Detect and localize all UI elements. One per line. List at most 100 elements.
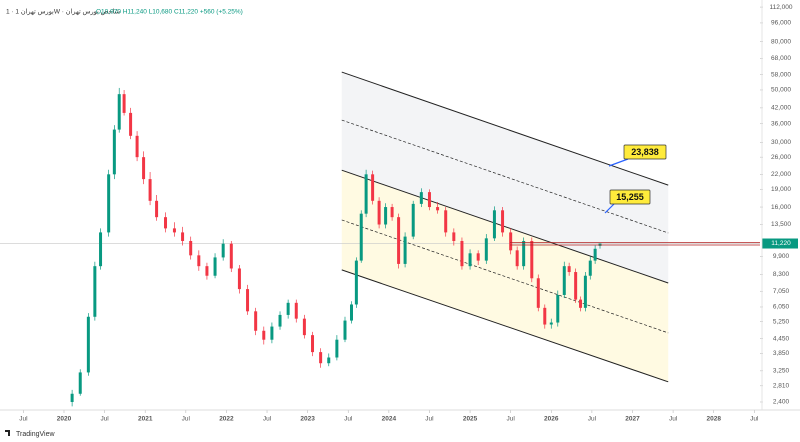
candle-body [311, 335, 315, 353]
candle-body [403, 236, 407, 264]
x-tick-label: 2026 [544, 416, 559, 423]
candle-body [197, 255, 201, 267]
candle-body [536, 278, 540, 308]
x-tick-label: 2020 [57, 416, 72, 423]
y-tick-label: 2,810 [773, 383, 790, 390]
candle-body [530, 240, 534, 279]
y-tick-label: 68,000 [771, 55, 791, 62]
candle-body [397, 217, 401, 264]
y-tick-label: 3,250 [773, 368, 790, 375]
channel-line [341, 169, 669, 284]
candle-body [70, 393, 74, 402]
ohlc-legend: O10,970 H11,240 L10,680 C11,220 +560 (+5… [96, 9, 243, 16]
y-tick-label: 96,000 [771, 20, 791, 27]
channel-line [341, 269, 669, 383]
x-tick-label: 2021 [138, 416, 153, 423]
x-tick-label: Jul [263, 416, 272, 423]
candle-body [411, 203, 415, 237]
candle-body [562, 266, 566, 295]
candle-body [181, 232, 185, 241]
x-tick-label: Jul [19, 416, 28, 423]
x-tick-label: 2028 [706, 416, 721, 423]
callout-pointer [604, 203, 615, 214]
y-tick-label: 58,000 [771, 71, 791, 78]
x-tick-label: Jul [344, 416, 353, 423]
x-tick-label: 2022 [219, 416, 234, 423]
price-label-box [762, 238, 798, 249]
candle-body [427, 192, 431, 208]
candle-body [509, 232, 513, 251]
candle-body [155, 200, 159, 218]
x-tick-label: Jul [507, 416, 516, 423]
y-tick-label: 7,050 [773, 288, 790, 295]
candle-body [270, 326, 274, 340]
x-tick-label: Jul [425, 416, 434, 423]
candle-body [349, 304, 353, 321]
candle-body [444, 210, 448, 233]
y-tick-label: 2,400 [773, 399, 790, 406]
callout-pointer [608, 158, 629, 167]
y-tick-label: 42,000 [771, 105, 791, 112]
candle-body [484, 238, 488, 261]
candle-body [359, 213, 363, 261]
candle-body [364, 174, 368, 214]
candle-body [93, 266, 97, 317]
candle-body [452, 232, 456, 241]
candle-body [112, 129, 116, 175]
candle-body [129, 112, 133, 136]
channel-lower-fill [341, 170, 669, 382]
candle-body [213, 257, 217, 276]
candle-body [343, 320, 347, 340]
y-tick-label: 8,300 [773, 271, 790, 278]
candle-body [246, 289, 250, 312]
candle-body [515, 250, 519, 267]
candle-body [221, 243, 225, 258]
y-tick-label: 36,000 [771, 120, 791, 127]
channel-upper-fill [341, 72, 669, 284]
candle-body [384, 207, 388, 225]
candle-body [390, 207, 394, 218]
x-tick-label: 2024 [382, 416, 397, 423]
channel-line [341, 71, 669, 186]
candle-body [205, 266, 209, 276]
candle-body [262, 330, 266, 340]
logo: TradingView [16, 431, 55, 438]
candle-body [567, 266, 571, 273]
y-tick-label: 13,500 [771, 221, 791, 228]
candle-body [335, 339, 339, 358]
candle-body [522, 240, 526, 267]
candle-body [556, 294, 560, 323]
candle-body [189, 240, 193, 256]
candle-body [135, 135, 139, 158]
candle-body [319, 352, 323, 364]
candle-body [172, 228, 176, 233]
y-tick-label: 4,450 [773, 335, 790, 342]
candle-body [107, 174, 111, 233]
candle-body [468, 253, 472, 267]
candle-body [302, 318, 306, 336]
x-tick-label: 2023 [300, 416, 315, 423]
channel-line [341, 219, 669, 334]
candle-body [574, 272, 578, 300]
channel-line [341, 119, 669, 234]
candle-body [354, 260, 358, 305]
candle-body [476, 253, 480, 261]
y-tick-label: 16,000 [771, 204, 791, 211]
candle-body [327, 357, 331, 364]
candle-body [117, 94, 121, 130]
candle-body [86, 316, 90, 373]
x-tick-label: Jul [588, 416, 597, 423]
candle-body [99, 232, 103, 267]
y-tick-label: 5,250 [773, 318, 790, 325]
callout-label: 15,255 [616, 192, 644, 202]
candle-body [588, 260, 592, 276]
y-tick-label: 3,850 [773, 350, 790, 357]
candle-body [549, 322, 553, 325]
candle-body [229, 243, 233, 269]
price-label: 11,220 [771, 240, 791, 247]
candle-body [593, 248, 597, 261]
y-tick-label: 22,000 [771, 171, 791, 178]
candle-body [254, 311, 258, 331]
candle-body [436, 207, 440, 211]
